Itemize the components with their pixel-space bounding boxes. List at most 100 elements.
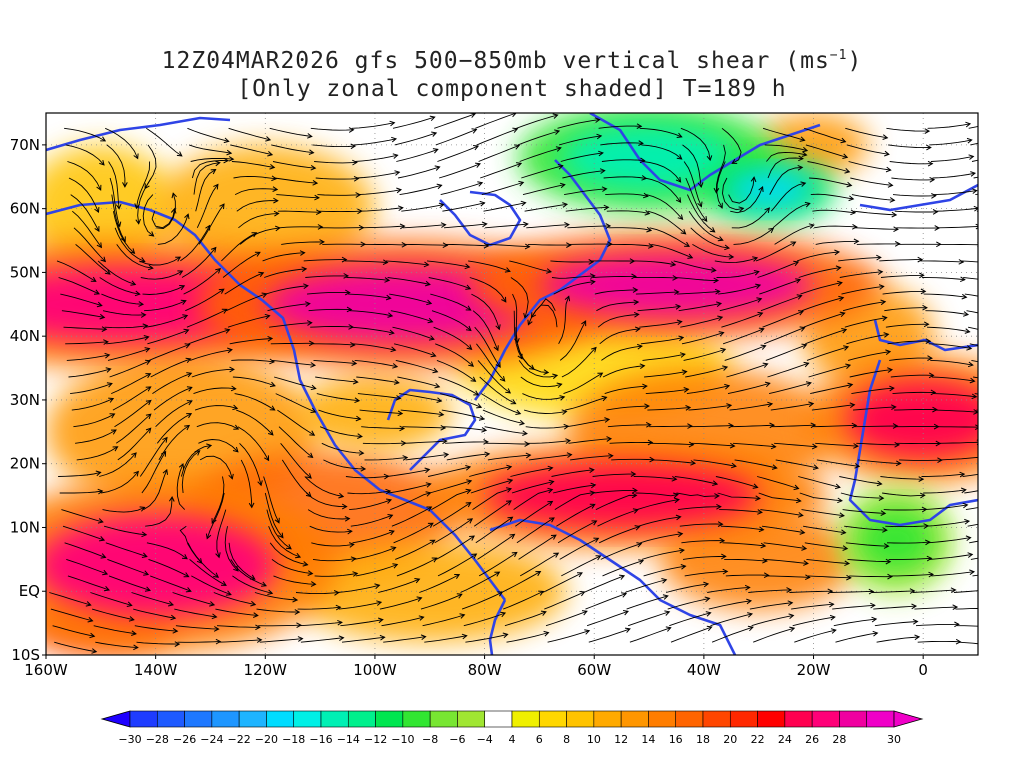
streamline-arrow <box>91 648 98 654</box>
streamline-arrow <box>843 345 850 351</box>
streamline <box>558 296 570 345</box>
streamline-arrow <box>395 395 402 401</box>
streamline <box>880 274 924 278</box>
streamline <box>816 459 860 467</box>
streamline <box>172 592 215 606</box>
streamline-arrow <box>388 329 395 336</box>
streamline <box>758 492 801 502</box>
streamline-arrow <box>755 495 761 501</box>
streamline <box>568 438 612 444</box>
streamline-arrow <box>305 301 311 307</box>
streamline <box>766 575 810 578</box>
streamline <box>259 638 303 643</box>
streamline <box>596 301 639 312</box>
streamline-arrow <box>566 452 573 458</box>
streamline <box>58 471 101 477</box>
streamline <box>486 442 529 445</box>
streamline-arrow <box>690 460 697 466</box>
streamline <box>724 345 766 361</box>
streamline-arrow <box>721 553 727 560</box>
streamline <box>156 193 176 229</box>
streamline <box>882 290 926 295</box>
coastline-africa <box>848 359 978 527</box>
streamline-arrow <box>882 527 888 533</box>
streamline-arrow <box>968 154 975 160</box>
streamline <box>628 611 670 627</box>
streamline-arrow <box>588 259 595 265</box>
streamline <box>276 194 319 199</box>
streamline-arrow <box>355 415 362 422</box>
streamline <box>804 542 848 550</box>
streamline <box>923 489 966 494</box>
streamline-arrow <box>717 315 724 322</box>
streamline <box>894 409 937 411</box>
streamline <box>99 277 140 295</box>
streamline <box>969 540 978 544</box>
colorbar-label: 6 <box>536 733 543 746</box>
streamline-arrow <box>145 386 152 392</box>
streamline-arrow <box>642 192 649 199</box>
streamline-arrow <box>510 399 517 405</box>
streamline-arrow <box>606 436 613 442</box>
streamline <box>715 144 726 193</box>
streamline <box>975 193 978 196</box>
streamline <box>607 424 651 428</box>
streamline-arrow <box>172 627 179 634</box>
streamline <box>553 281 595 295</box>
streamline-arrow <box>675 197 682 204</box>
colorbar-label: −10 <box>391 733 414 746</box>
streamline <box>346 277 390 281</box>
streamline <box>595 494 637 511</box>
streamline <box>49 592 91 606</box>
streamline-arrow <box>717 521 724 527</box>
streamline-arrow <box>129 248 136 254</box>
streamline <box>721 127 742 164</box>
streamline-arrow <box>1015 204 1020 209</box>
streamline-arrow <box>139 257 146 263</box>
streamline-arrow <box>471 128 478 134</box>
streamline <box>403 440 447 444</box>
streamline-arrow <box>631 273 637 280</box>
streamline <box>981 455 1024 460</box>
streamline-arrow <box>726 403 733 409</box>
streamline <box>469 466 512 477</box>
streamline-arrow <box>481 221 488 228</box>
streamline-arrow <box>1003 500 1008 505</box>
streamline-arrow <box>100 256 107 263</box>
streamline-arrow <box>509 533 516 540</box>
streamline <box>716 271 759 279</box>
streamline <box>708 600 752 610</box>
streamline <box>563 372 603 395</box>
colorbar: −30 −28 −26 −24 −22 −20 −18 −16 −14 −12 −10 −8 −6 −4 4… <box>100 710 924 746</box>
streamline-arrow <box>550 534 557 540</box>
streamline <box>807 161 850 173</box>
lon-tick-label: 80W <box>468 661 502 679</box>
streamline <box>887 340 931 345</box>
streamline <box>314 161 357 164</box>
streamline-arrow <box>120 236 126 243</box>
streamline-arrow <box>205 533 212 540</box>
streamline <box>805 329 847 345</box>
streamline <box>554 492 595 510</box>
streamline-arrow <box>517 353 523 360</box>
streamline-arrow <box>887 182 894 188</box>
streamline <box>844 317 887 328</box>
streamline <box>258 624 301 627</box>
colorbar-label: −22 <box>227 733 250 746</box>
streamline <box>527 243 571 246</box>
streamline <box>67 161 102 191</box>
streamline-arrow <box>441 438 448 445</box>
streamline-arrow <box>701 216 708 222</box>
streamline <box>650 442 694 446</box>
streamline <box>812 209 856 214</box>
streamline-arrow <box>894 241 901 247</box>
streamline <box>935 207 978 212</box>
streamline <box>434 518 473 544</box>
streamline-arrow <box>147 264 154 271</box>
streamline <box>807 575 851 579</box>
streamline-arrow <box>714 288 721 295</box>
streamline <box>928 343 972 350</box>
streamline-arrow <box>167 600 175 607</box>
streamline-arrow <box>714 493 720 499</box>
streamline-arrow <box>424 280 431 287</box>
